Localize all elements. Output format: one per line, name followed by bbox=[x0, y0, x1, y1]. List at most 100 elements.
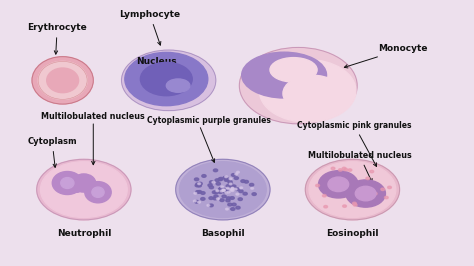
Text: Monocyte: Monocyte bbox=[344, 44, 428, 68]
Ellipse shape bbox=[234, 188, 237, 190]
Ellipse shape bbox=[228, 182, 233, 185]
Ellipse shape bbox=[370, 170, 374, 173]
Ellipse shape bbox=[342, 167, 346, 170]
Ellipse shape bbox=[346, 180, 385, 207]
Ellipse shape bbox=[231, 190, 234, 192]
Ellipse shape bbox=[193, 200, 196, 202]
Text: Multilobulated nucleus: Multilobulated nucleus bbox=[41, 112, 145, 121]
Ellipse shape bbox=[237, 171, 239, 173]
Ellipse shape bbox=[224, 179, 228, 181]
Ellipse shape bbox=[381, 188, 384, 190]
Ellipse shape bbox=[220, 199, 224, 202]
Ellipse shape bbox=[331, 167, 335, 170]
Ellipse shape bbox=[328, 177, 349, 192]
Ellipse shape bbox=[202, 174, 206, 177]
Ellipse shape bbox=[219, 187, 223, 190]
Ellipse shape bbox=[232, 185, 236, 188]
Ellipse shape bbox=[197, 184, 201, 187]
Ellipse shape bbox=[316, 184, 319, 187]
Ellipse shape bbox=[305, 159, 400, 220]
Ellipse shape bbox=[228, 191, 230, 193]
Ellipse shape bbox=[353, 202, 356, 205]
Ellipse shape bbox=[225, 192, 228, 194]
Ellipse shape bbox=[259, 60, 356, 122]
Ellipse shape bbox=[221, 186, 224, 188]
Ellipse shape bbox=[219, 188, 223, 191]
Ellipse shape bbox=[166, 79, 190, 92]
Ellipse shape bbox=[176, 159, 270, 220]
Ellipse shape bbox=[222, 189, 225, 191]
Ellipse shape bbox=[283, 75, 342, 112]
Ellipse shape bbox=[216, 182, 220, 185]
Ellipse shape bbox=[196, 183, 200, 186]
Ellipse shape bbox=[180, 162, 266, 217]
Ellipse shape bbox=[231, 208, 235, 210]
Ellipse shape bbox=[195, 201, 199, 203]
Ellipse shape bbox=[38, 61, 87, 99]
Ellipse shape bbox=[231, 187, 234, 189]
Ellipse shape bbox=[236, 206, 240, 209]
Ellipse shape bbox=[226, 197, 230, 200]
Text: Lymphocyte: Lymphocyte bbox=[119, 10, 181, 45]
Ellipse shape bbox=[125, 52, 208, 106]
Ellipse shape bbox=[226, 178, 229, 181]
Ellipse shape bbox=[212, 191, 217, 194]
Ellipse shape bbox=[252, 193, 256, 196]
Text: Basophil: Basophil bbox=[201, 229, 245, 238]
Ellipse shape bbox=[243, 192, 247, 195]
Ellipse shape bbox=[309, 162, 396, 217]
Ellipse shape bbox=[213, 197, 217, 200]
Ellipse shape bbox=[209, 197, 213, 200]
Ellipse shape bbox=[239, 47, 357, 124]
Ellipse shape bbox=[249, 184, 254, 186]
Ellipse shape bbox=[214, 191, 219, 194]
Ellipse shape bbox=[36, 159, 131, 220]
Ellipse shape bbox=[198, 201, 201, 203]
Ellipse shape bbox=[61, 178, 74, 188]
Ellipse shape bbox=[356, 186, 376, 201]
Ellipse shape bbox=[231, 186, 235, 189]
Ellipse shape bbox=[218, 178, 222, 181]
Ellipse shape bbox=[196, 191, 200, 193]
Ellipse shape bbox=[270, 58, 317, 82]
Ellipse shape bbox=[212, 181, 215, 183]
Ellipse shape bbox=[209, 204, 213, 207]
Ellipse shape bbox=[221, 188, 226, 191]
Ellipse shape bbox=[210, 181, 214, 184]
Ellipse shape bbox=[225, 190, 229, 193]
Ellipse shape bbox=[217, 198, 219, 200]
Ellipse shape bbox=[201, 198, 205, 200]
Ellipse shape bbox=[234, 177, 238, 180]
Ellipse shape bbox=[121, 50, 216, 111]
Ellipse shape bbox=[47, 68, 79, 93]
Ellipse shape bbox=[213, 169, 218, 172]
Ellipse shape bbox=[384, 196, 388, 199]
Ellipse shape bbox=[85, 182, 111, 203]
Ellipse shape bbox=[194, 178, 199, 181]
Ellipse shape bbox=[208, 184, 212, 187]
Ellipse shape bbox=[235, 173, 237, 175]
Ellipse shape bbox=[324, 206, 328, 208]
Ellipse shape bbox=[84, 180, 98, 194]
Ellipse shape bbox=[240, 187, 243, 189]
Ellipse shape bbox=[343, 205, 346, 207]
Ellipse shape bbox=[353, 204, 357, 206]
Ellipse shape bbox=[214, 195, 218, 198]
Ellipse shape bbox=[223, 191, 228, 193]
Text: Cytoplasm: Cytoplasm bbox=[27, 137, 77, 167]
Ellipse shape bbox=[230, 189, 233, 191]
Text: Cytoplasmic pink granules: Cytoplasmic pink granules bbox=[297, 120, 411, 167]
Ellipse shape bbox=[236, 193, 239, 195]
Ellipse shape bbox=[222, 189, 225, 191]
Ellipse shape bbox=[238, 198, 242, 201]
Ellipse shape bbox=[198, 182, 202, 185]
Ellipse shape bbox=[388, 186, 392, 189]
Ellipse shape bbox=[228, 180, 232, 183]
Ellipse shape bbox=[241, 180, 245, 182]
Ellipse shape bbox=[226, 187, 229, 189]
Ellipse shape bbox=[70, 179, 84, 192]
Ellipse shape bbox=[219, 191, 223, 193]
Ellipse shape bbox=[221, 188, 225, 191]
Ellipse shape bbox=[140, 63, 192, 96]
Ellipse shape bbox=[226, 185, 230, 187]
